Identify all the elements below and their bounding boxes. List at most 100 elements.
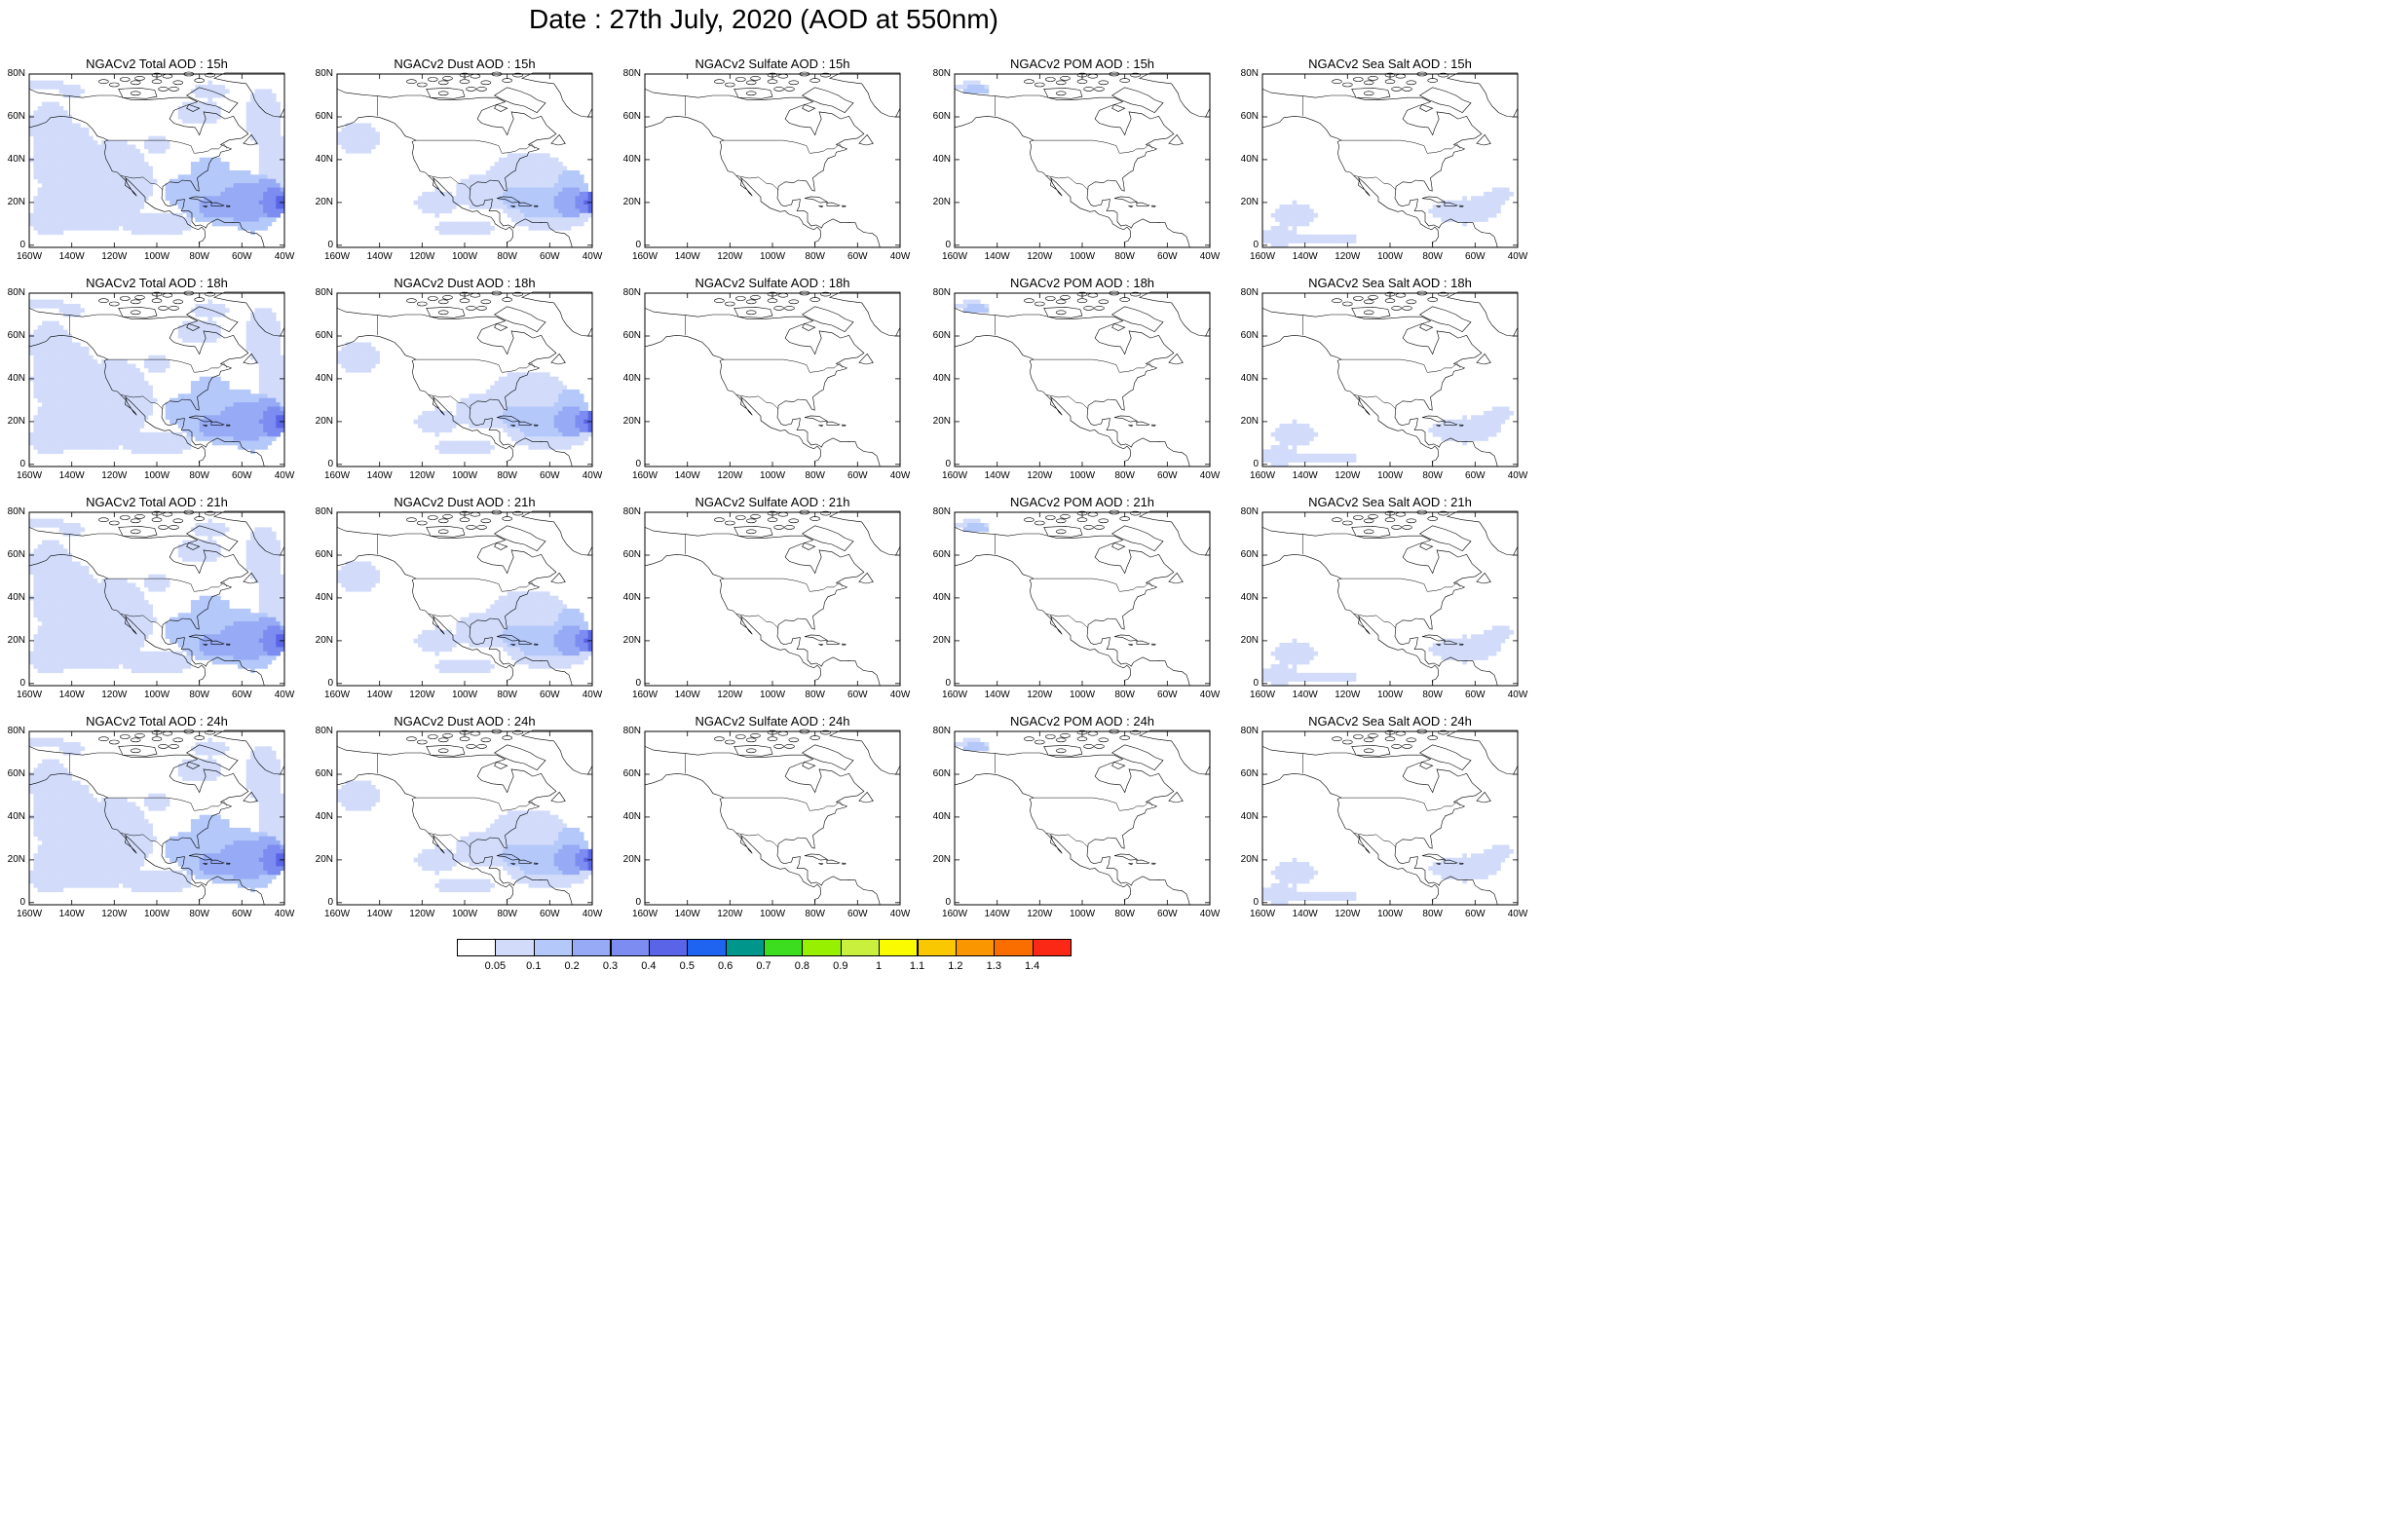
colorbar-label: 1.3: [986, 960, 1001, 972]
y-tick-label: 20N: [932, 415, 951, 427]
aod-field: [955, 299, 990, 314]
x-tick-label: 120W: [101, 909, 128, 919]
panel-title: NGACv2 POM AOD : 24h: [1009, 714, 1155, 728]
y-tick-label: 60N: [932, 111, 951, 122]
coastlines: [954, 509, 1211, 687]
y-tick-label: 0: [327, 239, 333, 250]
x-tick-label: 80W: [1422, 251, 1443, 262]
x-tick-label: 140W: [58, 251, 85, 262]
x-tick-label: 140W: [366, 909, 393, 919]
x-tick-label: 140W: [58, 470, 85, 481]
y-tick-label: 40N: [315, 372, 333, 384]
x-tick-label: 40W: [889, 690, 911, 700]
x-tick-label: 80W: [1114, 690, 1135, 700]
y-tick-label: 80N: [315, 506, 333, 517]
map-sulfate: [644, 728, 901, 906]
panel-title: NGACv2 Dust AOD : 24h: [394, 714, 536, 728]
colorbar-label: 1.1: [909, 960, 925, 972]
x-tick-label: 100W: [451, 690, 478, 700]
map-sulfate: [644, 509, 901, 687]
x-tick-label: 100W: [759, 470, 786, 481]
y-tick-label: 40N: [7, 591, 25, 603]
colorbar-label: 0.05: [484, 960, 507, 972]
country-borders: [995, 95, 1153, 191]
colorbar-swatch: [457, 939, 497, 956]
x-tick-label: 160W: [1249, 909, 1276, 919]
y-tick-label: 0: [945, 239, 951, 250]
coastlines: [644, 728, 901, 906]
y-tick-label: 60N: [7, 768, 25, 779]
country-borders: [69, 753, 228, 848]
x-tick-label: 140W: [366, 690, 393, 700]
map-panel: NGACv2 Dust AOD : 18h 80N 60N 40N 20N 0 160W 14…: [308, 276, 618, 490]
y-tick-label: 40N: [1240, 810, 1259, 822]
coastlines: [644, 290, 901, 467]
map-panel: NGACv2 Sea Salt AOD : 21h 80N 60N 40N 20N 0 16…: [1233, 495, 1543, 709]
x-tick-label: 160W: [323, 251, 351, 262]
x-tick-label: 40W: [1507, 909, 1528, 919]
map-seasalt: [1261, 509, 1519, 687]
y-tick-label: 40N: [622, 372, 641, 384]
aod-field: [337, 561, 593, 674]
x-tick-label: 160W: [941, 909, 968, 919]
x-tick-label: 80W: [805, 690, 825, 700]
x-tick-label: 80W: [1114, 251, 1135, 262]
map-seasalt: [1261, 290, 1519, 467]
x-tick-label: 120W: [1027, 690, 1053, 700]
x-tick-label: 80W: [189, 909, 209, 919]
y-tick-label: 0: [635, 677, 641, 689]
x-tick-label: 40W: [889, 251, 911, 262]
map-pom: [954, 290, 1211, 467]
y-tick-label: 80N: [7, 726, 25, 736]
x-tick-label: 100W: [1376, 690, 1404, 700]
y-tick-label: 40N: [1240, 153, 1259, 165]
coastlines: [28, 290, 285, 467]
country-borders: [69, 95, 228, 191]
x-tick-label: 80W: [497, 470, 517, 481]
aod-field: [29, 518, 285, 674]
x-tick-label: 40W: [582, 690, 603, 700]
x-tick-label: 60W: [847, 690, 868, 700]
y-tick-label: 40N: [1240, 372, 1259, 384]
coastlines: [336, 290, 593, 467]
map-dust: [336, 509, 593, 687]
x-tick-label: 120W: [101, 470, 128, 481]
panel-title: NGACv2 Sea Salt AOD : 18h: [1308, 276, 1472, 290]
y-tick-label: 60N: [1240, 768, 1259, 779]
colorbar-swatch: [1032, 939, 1072, 956]
y-tick-label: 60N: [1240, 111, 1259, 122]
x-tick-label: 60W: [540, 251, 560, 262]
x-tick-label: 60W: [847, 251, 868, 262]
x-tick-label: 120W: [1027, 470, 1053, 481]
y-tick-label: 80N: [932, 287, 951, 298]
x-tick-label: 140W: [984, 251, 1010, 262]
colorbar-swatch: [840, 939, 881, 956]
x-tick-label: 120W: [1027, 909, 1053, 919]
x-tick-label: 80W: [805, 470, 825, 481]
y-tick-label: 0: [19, 458, 25, 469]
x-tick-label: 100W: [1376, 251, 1404, 262]
x-tick-label: 120W: [717, 690, 743, 700]
country-borders: [685, 534, 844, 629]
y-tick-label: 0: [327, 677, 333, 689]
x-tick-label: 80W: [497, 251, 517, 262]
y-tick-label: 0: [1253, 239, 1259, 250]
y-tick-label: 20N: [932, 196, 951, 207]
colorbar-label: 0.7: [756, 960, 771, 972]
x-tick-label: 100W: [1069, 909, 1096, 919]
x-tick-label: 140W: [58, 909, 85, 919]
x-tick-label: 40W: [889, 470, 911, 481]
x-tick-label: 60W: [232, 909, 252, 919]
country-borders: [1302, 315, 1461, 410]
map-dust: [336, 290, 593, 467]
map-sulfate: [644, 290, 901, 467]
x-tick-label: 120W: [409, 690, 435, 700]
y-tick-label: 20N: [315, 634, 333, 646]
colorbar-swatch: [955, 939, 996, 956]
colorbar-label: 0.2: [564, 960, 580, 972]
map-total: [28, 71, 285, 248]
colorbar-label: 1: [876, 960, 883, 972]
map-panel: NGACv2 Sulfate AOD : 18h 80N 60N 40N 20N 0 160…: [616, 276, 925, 490]
x-tick-label: 140W: [366, 251, 393, 262]
x-tick-label: 120W: [1335, 251, 1361, 262]
